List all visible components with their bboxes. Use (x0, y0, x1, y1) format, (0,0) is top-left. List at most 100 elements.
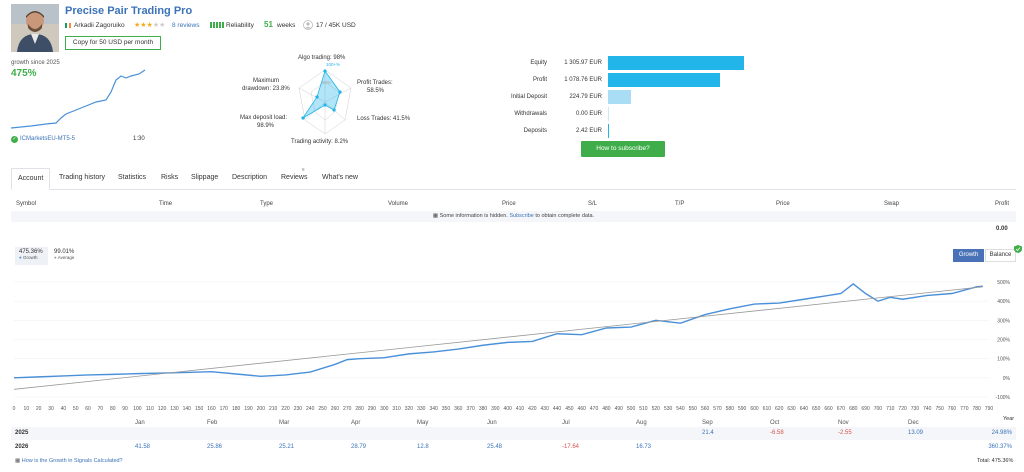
x-tick-label: 770 (960, 406, 969, 412)
x-tick-label: 570 (713, 406, 722, 412)
y-tick-label: -100% (996, 395, 1011, 401)
month-return: 16.73 (636, 444, 652, 450)
signal-title[interactable]: Precise Pair Trading Pro (65, 5, 193, 17)
x-tick-label: 370 (466, 406, 475, 412)
x-tick-label: 560 (701, 406, 710, 412)
x-tick-label: 160 (207, 406, 216, 412)
month-return: 41.58 (135, 444, 151, 450)
reliability-label: Reliability (226, 22, 254, 29)
x-tick-label: 430 (541, 406, 550, 412)
month-label: Apr (351, 420, 361, 426)
leverage-value: 1:30 (133, 136, 145, 142)
hidden-info-icon: ▦ (432, 213, 440, 219)
tab-statistics[interactable]: Statistics (118, 174, 147, 181)
x-tick-label: 580 (726, 406, 735, 412)
finance-bar (608, 124, 609, 138)
x-tick-label: 270 (343, 406, 352, 412)
avatar[interactable] (11, 4, 59, 52)
subscribers-value: 17 / 45K USD (316, 22, 356, 29)
month-label: Feb (207, 420, 218, 426)
reviews-count-badge: 8 (302, 167, 305, 172)
x-tick-label: 480 (602, 406, 611, 412)
growth-calc-link-text[interactable]: How is the Growth in Signals Calculated? (21, 458, 123, 464)
tab-account[interactable]: Account (11, 168, 51, 190)
x-tick-label: 670 (837, 406, 846, 412)
y-tick-label: 100% (997, 357, 1010, 363)
x-tick-label: 360 (454, 406, 463, 412)
growth-series-line (13, 283, 983, 379)
x-tick-label: 650 (812, 406, 821, 412)
copy-subscription-button[interactable]: Copy for 50 USD per month (65, 36, 161, 50)
balance-toggle-button[interactable]: Balance (985, 249, 1016, 262)
x-tick-label: 330 (417, 406, 426, 412)
finance-bar (608, 73, 721, 87)
x-tick-label: 530 (664, 406, 673, 412)
y-tick-label: 300% (997, 318, 1010, 324)
x-tick-label: 740 (923, 406, 932, 412)
col-tp: T/P (675, 201, 685, 207)
x-tick-label: 50 (73, 406, 79, 412)
verified-icon: ✓ (11, 136, 18, 143)
x-tick-label: 690 (861, 406, 870, 412)
x-tick-label: 590 (738, 406, 747, 412)
radar-profit-trades-label: Profit Trades: (357, 80, 393, 86)
year-label: 2026 (15, 444, 29, 450)
month-return: 25.48 (487, 444, 503, 450)
x-tick-label: 600 (750, 406, 759, 412)
calc-icon: ▦ (15, 458, 22, 464)
month-return: 13.09 (908, 430, 924, 436)
y-tick-label: 0% (1003, 376, 1011, 382)
how-to-subscribe-button[interactable]: How to subscribe? (581, 141, 665, 157)
x-tick-label: 680 (849, 406, 858, 412)
finance-label: Profit (532, 77, 547, 83)
month-label: Jun (487, 420, 497, 426)
hidden-info-row: ▦ Some information is hidden. Subscribe … (11, 211, 1016, 222)
x-tick-label: 380 (479, 406, 488, 412)
subscribe-link[interactable]: Subscribe (509, 213, 534, 219)
radar-loss-trades-label: Loss Trades: 41.5% (357, 116, 411, 122)
y-tick-label: 500% (997, 280, 1010, 286)
x-tick-label: 260 (331, 406, 340, 412)
weeks-label: weeks (277, 22, 296, 29)
tab-slippage[interactable]: Slippage (191, 174, 219, 181)
tab-whats-new[interactable]: What's new (322, 174, 358, 181)
x-tick-label: 140 (183, 406, 192, 412)
year-row: 2026 41.58 25.86 25.21 28.79 12.8 25.48 -17.64 1… (11, 441, 1016, 454)
legend-average[interactable]: 99.01% ● Average (54, 249, 74, 260)
x-tick-label: 610 (763, 406, 772, 412)
growth-toggle-button[interactable]: Growth (953, 249, 984, 262)
finance-value: 2.42 EUR (575, 128, 602, 134)
tab-reviews[interactable]: Reviews (281, 174, 308, 181)
subscribers-icon (303, 20, 313, 30)
x-tick-label: 320 (405, 406, 414, 412)
growth-calc-link[interactable]: ▦ How is the Growth in Signals Calculate… (15, 458, 123, 464)
tab-risks[interactable]: Risks (161, 174, 179, 181)
x-tick-label: 700 (874, 406, 883, 412)
finance-value: 224.79 EUR (569, 94, 602, 100)
radar-drawdown-label: Maximum (253, 78, 280, 84)
finance-label: Initial Deposit (510, 94, 547, 100)
x-tick-label: 340 (429, 406, 438, 412)
tab-trading-history[interactable]: Trading history (59, 174, 106, 181)
x-tick-label: 520 (652, 406, 661, 412)
x-tick-label: 470 (590, 406, 599, 412)
tab-description[interactable]: Description (232, 174, 268, 181)
broker-link[interactable]: ICMarketsEU-MT5-5 (20, 136, 76, 142)
x-tick-label: 0 (13, 406, 16, 412)
finance-label: Withdrawals (514, 111, 547, 117)
legend-growth[interactable]: 475.36% ● Growth (15, 247, 48, 265)
x-tick-label: 100 (133, 406, 142, 412)
month-label: Jan (135, 420, 145, 426)
year-row: 2025 21.4 -6.58 -2.55 13.09 24.98% (11, 427, 1016, 440)
x-tick-label: 230 (294, 406, 303, 412)
x-tick-label: 540 (676, 406, 685, 412)
col-price-current: Price (776, 201, 790, 207)
radar-scale-50: 50% (322, 80, 332, 85)
radar-algo-label: Algo trading: 98% (298, 55, 346, 61)
y-tick-label: 400% (997, 299, 1010, 305)
x-tick-label: 410 (516, 406, 525, 412)
author-name[interactable]: Arkadii Zagoruiko (74, 22, 125, 29)
y-tick-label: 200% (997, 338, 1010, 344)
growth-mini-line (11, 69, 146, 129)
reviews-link[interactable]: 8 reviews (172, 22, 200, 29)
